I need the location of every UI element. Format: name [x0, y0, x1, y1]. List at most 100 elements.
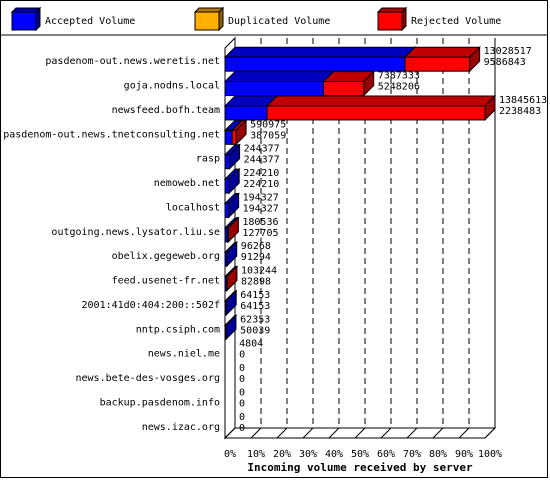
legend-label-1: Accepted Volume [45, 16, 135, 27]
x-tick-label: 60% [377, 449, 395, 460]
category-label: 2001:41d0:404:200::502f [82, 300, 220, 311]
category-label: news.bete-des-vosges.org [76, 373, 221, 384]
data-label-accepted: 5248206 [378, 82, 420, 93]
data-label-total: 7387333 [378, 71, 420, 82]
data-label-accepted: 50039 [240, 325, 270, 336]
data-label-total: 244377 [244, 144, 280, 155]
floor-tick [302, 427, 314, 439]
category-label: newsfeed.bofh.team [112, 105, 220, 116]
floor-tick [380, 427, 392, 439]
data-label-accepted: 82898 [241, 277, 271, 288]
category-label: nntp.csiph.com [136, 324, 220, 335]
data-label-accepted: 0 [239, 374, 245, 385]
data-label-total: 180536 [242, 217, 278, 228]
data-label-accepted: 387059 [250, 130, 286, 141]
data-label-total: 96268 [241, 241, 271, 252]
x-tick-label: 80% [429, 449, 447, 460]
category-label: feed.usenet-fr.net [112, 276, 220, 287]
legend-label-3: Rejected Volume [411, 16, 501, 27]
floor-tick [354, 427, 366, 439]
bar-rejected [323, 81, 365, 97]
legend-swatch-top [376, 7, 408, 13]
bar-accepted [224, 178, 230, 194]
bar-accepted [224, 105, 268, 121]
data-label-total: 224210 [243, 168, 279, 179]
category-label: obelix.gegeweb.org [112, 251, 220, 262]
category-label: backup.pasdenom.info [100, 397, 220, 408]
floor-tick [276, 427, 288, 439]
data-label-total: 103244 [241, 266, 277, 277]
data-label-total: 590975 [250, 119, 286, 130]
category-label: localhost [166, 202, 220, 213]
data-label-total: 0 [239, 412, 245, 423]
floor-tick [432, 427, 444, 439]
floor-tick [328, 427, 340, 439]
floor-tick [484, 427, 496, 439]
category-label: nemoweb.net [154, 178, 220, 189]
floor-tick [250, 427, 262, 439]
x-tick-label: 100% [478, 449, 502, 460]
data-label-accepted: 0 [239, 423, 245, 434]
floor-tick [458, 427, 470, 439]
bar-rejected-top [403, 46, 481, 58]
bar-accepted [224, 81, 325, 97]
bar-accepted [224, 129, 233, 145]
x-axis-title: Incoming volume received by server [247, 461, 473, 474]
category-label: pasdenom-out.news.weretis.net [45, 56, 220, 67]
legend-label-2: Duplicated Volume [228, 16, 330, 27]
legend-swatch-1 [11, 11, 37, 31]
category-label: pasdenom-out.news.tnetconsulting.net [3, 129, 220, 140]
x-tick-label: 90% [455, 449, 473, 460]
data-label-total: 0 [239, 387, 245, 398]
bar-rejected [266, 105, 486, 121]
legend-swatch-3 [377, 11, 403, 31]
bar-accepted [224, 202, 230, 218]
x-tick-label: 70% [403, 449, 421, 460]
data-label-accepted: 0 [239, 398, 245, 409]
bar-rejected [226, 227, 229, 243]
category-label: news.niel.me [148, 349, 220, 360]
bar-rejected [404, 56, 471, 72]
data-label-total: 13028517 [484, 46, 532, 57]
bar-accepted [224, 154, 231, 170]
data-label-accepted: 244377 [244, 155, 280, 166]
data-label-accepted: 224210 [243, 179, 279, 190]
data-label-total: 64153 [240, 290, 270, 301]
bar-rejected [231, 129, 237, 145]
data-label-total: 0 [239, 363, 245, 374]
data-label-accepted: 0 [239, 350, 245, 361]
data-label-accepted: 64153 [240, 301, 270, 312]
bar-rejected-top [265, 95, 497, 107]
legend-swatch-top [10, 7, 42, 13]
bar-accepted-top [223, 71, 335, 83]
legend-swatch-side [218, 6, 224, 32]
category-label: goja.nodns.local [124, 81, 220, 92]
x-tick-label: 50% [351, 449, 369, 460]
x-tick-label: 30% [299, 449, 317, 460]
category-label: outgoing.news.lysator.liu.se [51, 227, 220, 238]
bar-accepted [224, 324, 227, 340]
bar-accepted [224, 300, 227, 316]
data-label-total: 4804 [239, 339, 263, 350]
legend-swatch-side [401, 6, 407, 32]
floor-tick [224, 427, 236, 439]
category-label: news.izac.org [142, 422, 220, 433]
legend-swatch-2 [194, 11, 220, 31]
bar-accepted-top [223, 46, 417, 58]
data-label-total: 194327 [243, 192, 279, 203]
data-label-total: 13845613 [499, 95, 547, 106]
bar-accepted [224, 251, 228, 267]
data-label-accepted: 91294 [241, 252, 271, 263]
data-label-accepted: 2238483 [499, 106, 541, 117]
data-label-accepted: 127705 [242, 228, 278, 239]
x-tick-label: 10% [247, 449, 265, 460]
legend-swatch-top [193, 7, 225, 13]
x-tick-label: 20% [273, 449, 291, 460]
data-label-total: 62353 [240, 314, 270, 325]
x-tick-label: 40% [325, 449, 343, 460]
category-label: rasp [196, 154, 220, 165]
data-label-accepted: 194327 [243, 203, 279, 214]
floor-tick [406, 427, 418, 439]
